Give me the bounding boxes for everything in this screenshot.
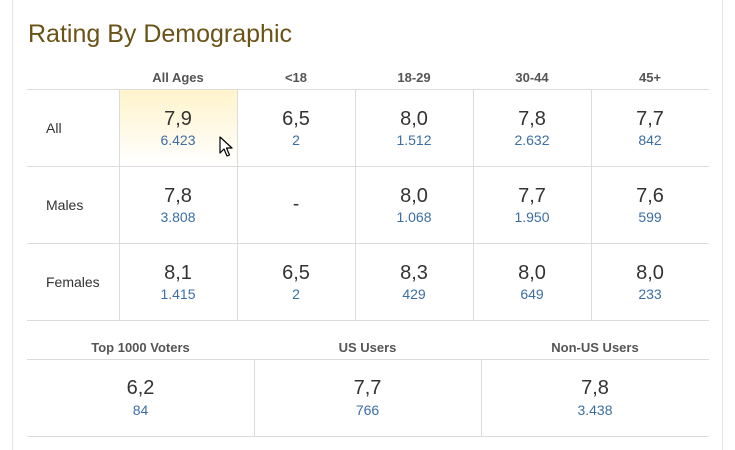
- column-header-top-1000-voters: Top 1000 Voters: [91, 340, 190, 355]
- rating-value: 8,1: [164, 262, 192, 284]
- vote-count-link[interactable]: 1.950: [514, 209, 550, 225]
- rating-value: 6,5: [282, 262, 310, 284]
- column-rule: [355, 90, 356, 320]
- vote-count-link[interactable]: 2: [292, 286, 300, 302]
- vote-count-link[interactable]: 1.068: [396, 209, 432, 225]
- rating-cell-top-1000-voters[interactable]: 6,2 84: [27, 360, 254, 436]
- rating-cell-all-18-29[interactable]: 8,0 1.512: [355, 90, 473, 166]
- vote-count-link[interactable]: 2: [292, 132, 300, 148]
- rating-cell-all-45-plus[interactable]: 7,7 842: [591, 90, 709, 166]
- vote-count-link[interactable]: 429: [402, 286, 426, 302]
- vote-count-link[interactable]: 842: [638, 132, 662, 148]
- rating-value: 8,3: [400, 262, 428, 284]
- rating-value: 8,0: [636, 262, 664, 284]
- column-header-non-us-users: Non-US Users: [551, 340, 639, 355]
- table-divider: [27, 320, 709, 321]
- rating-cell-males-18-29[interactable]: 8,0 1.068: [355, 167, 473, 243]
- table-divider: [27, 89, 709, 90]
- vote-count-link[interactable]: 766: [355, 402, 380, 418]
- vote-count-link[interactable]: 3.438: [577, 402, 613, 418]
- vote-count-link[interactable]: 649: [520, 286, 544, 302]
- row-label-males: Males: [46, 197, 84, 213]
- vote-count-link[interactable]: 84: [132, 402, 149, 418]
- table-divider: [27, 359, 709, 360]
- row-label-females: Females: [46, 274, 100, 290]
- vote-count-link[interactable]: 6.423: [160, 132, 196, 148]
- column-header-30-44: 30-44: [515, 70, 549, 85]
- rating-value: 6,5: [282, 108, 310, 130]
- column-header-under-18: <18: [284, 70, 308, 85]
- rating-cell-males-under-18: -: [237, 167, 355, 243]
- rating-value: 7,7: [518, 185, 546, 207]
- column-rule: [591, 90, 592, 320]
- rating-value: 8,0: [400, 108, 428, 130]
- rating-value: 7,7: [636, 108, 664, 130]
- vote-count-link[interactable]: 1.415: [160, 286, 196, 302]
- rating-cell-all-30-44[interactable]: 7,8 2.632: [473, 90, 591, 166]
- vote-count-link[interactable]: 2.632: [514, 132, 550, 148]
- rating-value: 6,2: [126, 377, 155, 399]
- column-rule: [237, 90, 238, 320]
- rating-value: 7,8: [518, 108, 546, 130]
- table-divider: [27, 166, 709, 167]
- column-header-45-plus: 45+: [638, 70, 662, 85]
- column-rule: [119, 90, 120, 320]
- rating-cell-all-all-ages[interactable]: 7,9 6.423: [119, 90, 237, 166]
- row-label-all: All: [46, 120, 62, 136]
- no-rating-dash: -: [292, 194, 300, 215]
- rating-cell-non-us-users[interactable]: 7,8 3.438: [481, 360, 709, 436]
- column-rule: [473, 90, 474, 320]
- vote-count-link[interactable]: 599: [638, 209, 662, 225]
- column-rule: [254, 360, 255, 436]
- rating-value: 7,6: [636, 185, 664, 207]
- mouse-cursor-icon: [219, 136, 233, 157]
- rating-cell-females-all-ages[interactable]: 8,1 1.415: [119, 244, 237, 320]
- rating-value: 7,9: [164, 108, 192, 130]
- rating-cell-females-18-29[interactable]: 8,3 429: [355, 244, 473, 320]
- table-divider: [27, 243, 709, 244]
- column-header-all-ages: All Ages: [152, 70, 204, 85]
- table-divider: [27, 436, 709, 437]
- rating-panel: Rating By Demographic All Ages <18 18-29…: [12, 0, 723, 450]
- rating-cell-females-45-plus[interactable]: 8,0 233: [591, 244, 709, 320]
- rating-cell-females-30-44[interactable]: 8,0 649: [473, 244, 591, 320]
- rating-cell-females-under-18[interactable]: 6,5 2: [237, 244, 355, 320]
- column-header-us-users: US Users: [338, 340, 397, 355]
- rating-value: 7,8: [581, 377, 609, 399]
- vote-count-link[interactable]: 3.808: [160, 209, 196, 225]
- section-title: Rating By Demographic: [28, 20, 293, 48]
- rating-value: 8,0: [518, 262, 546, 284]
- rating-cell-males-all-ages[interactable]: 7,8 3.808: [119, 167, 237, 243]
- vote-count-link[interactable]: 233: [638, 286, 662, 302]
- rating-cell-us-users[interactable]: 7,7 766: [254, 360, 481, 436]
- column-rule: [481, 360, 482, 436]
- rating-value: 7,7: [353, 377, 382, 399]
- rating-value: 8,0: [400, 185, 428, 207]
- rating-cell-males-30-44[interactable]: 7,7 1.950: [473, 167, 591, 243]
- vote-count-link[interactable]: 1.512: [396, 132, 432, 148]
- rating-cell-all-under-18[interactable]: 6,5 2: [237, 90, 355, 166]
- column-header-18-29: 18-29: [397, 70, 431, 85]
- rating-cell-males-45-plus[interactable]: 7,6 599: [591, 167, 709, 243]
- rating-value: 7,8: [164, 185, 192, 207]
